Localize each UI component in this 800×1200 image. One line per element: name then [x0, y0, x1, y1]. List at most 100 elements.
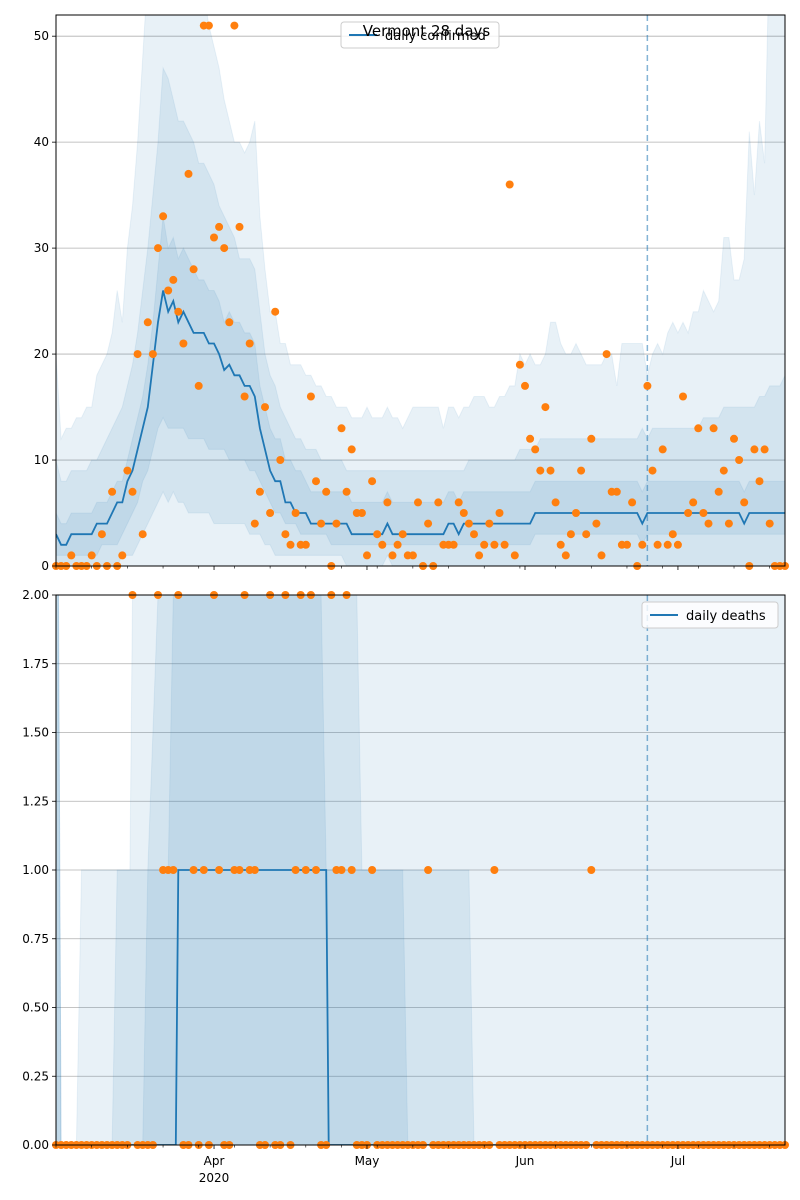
observed-point	[566, 530, 575, 539]
observed-point	[679, 392, 687, 401]
observed-point	[653, 540, 662, 549]
y-tick-label: 20	[34, 347, 49, 361]
observed-point	[398, 530, 407, 539]
observed-point	[699, 509, 708, 517]
observed-point	[714, 487, 723, 496]
observed-point	[164, 286, 173, 295]
y-tick-label: 0.25	[22, 1069, 49, 1083]
observed-point	[250, 519, 259, 528]
observed-point	[215, 866, 224, 874]
observed-point	[490, 540, 499, 549]
observed-point	[551, 498, 560, 507]
observed-point	[363, 551, 371, 560]
y-tick-label: 1.75	[22, 657, 49, 671]
observed-point	[628, 498, 637, 507]
observed-point	[694, 424, 703, 433]
observed-point	[189, 866, 198, 874]
observed-point	[541, 403, 550, 412]
observed-point	[475, 551, 484, 560]
observed-point	[169, 275, 178, 284]
observed-point	[138, 530, 147, 539]
deaths-panel: 0.00 0.25 0.50 0.75 1.00 1.25 1.50 1.75 2.00 Apr 2…	[22, 588, 789, 1185]
observed-point	[510, 551, 519, 560]
observed-point	[261, 403, 269, 412]
y-tick-label: 0.50	[22, 1001, 49, 1015]
observed-point	[291, 866, 300, 874]
observed-point	[128, 487, 137, 496]
observed-point	[495, 509, 504, 517]
observed-point	[286, 540, 295, 549]
observed-point	[215, 222, 224, 231]
observed-point	[638, 540, 647, 549]
observed-point	[199, 866, 208, 874]
band-outer	[56, 15, 785, 566]
observed-point	[500, 540, 509, 549]
observed-point	[480, 540, 489, 549]
observed-point	[133, 350, 142, 359]
observed-point	[424, 519, 433, 528]
observed-point	[521, 381, 529, 390]
band-inner	[56, 595, 785, 1145]
observed-point	[184, 169, 193, 178]
observed-point	[347, 445, 356, 454]
observed-point	[592, 519, 601, 528]
observed-point	[220, 244, 229, 253]
observed-point	[740, 498, 749, 507]
observed-point	[760, 445, 769, 454]
observed-point	[322, 487, 331, 496]
observed-point	[194, 381, 203, 390]
observed-point	[189, 265, 198, 274]
observed-point	[118, 551, 127, 560]
observed-point	[383, 498, 392, 507]
x-tick-year-label: 2020	[199, 1171, 230, 1185]
observed-point	[312, 866, 320, 874]
observed-point	[556, 540, 565, 549]
observed-point	[561, 551, 570, 560]
observed-point	[368, 477, 377, 486]
observed-point	[454, 498, 463, 507]
observed-point	[347, 866, 356, 874]
observed-point	[245, 339, 254, 348]
band-middle	[56, 595, 785, 1145]
observed-point	[587, 434, 596, 443]
observed-point	[464, 519, 473, 528]
y-tick-label: 40	[34, 135, 49, 149]
legend-label: daily deaths	[686, 609, 766, 624]
plot-area	[56, 15, 785, 566]
observed-point	[281, 530, 290, 539]
observed-point	[485, 519, 494, 528]
observed-point	[546, 466, 555, 475]
observed-point	[230, 21, 239, 30]
series-line	[56, 290, 785, 546]
observed-point	[332, 519, 341, 528]
x-tick-label: Apr	[204, 1154, 225, 1168]
observed-point	[704, 519, 713, 528]
observed-point	[337, 424, 346, 433]
observed-point	[730, 434, 738, 443]
observed-point	[174, 307, 183, 316]
observed-point	[587, 866, 596, 874]
axes-frame	[55, 14, 786, 567]
chart-title: Vermont 28 days	[363, 22, 491, 40]
observed-point	[515, 360, 524, 369]
observed-point	[408, 551, 417, 560]
y-tick-label: 10	[34, 453, 49, 467]
y-tick-label: 1.50	[22, 726, 49, 740]
legend-label: daily confirmed	[385, 29, 486, 44]
observed-point	[240, 392, 249, 401]
x-tick-label: Jun	[515, 1154, 535, 1168]
legend-box	[641, 601, 779, 629]
observed-point	[755, 477, 764, 486]
observed-point	[225, 318, 234, 327]
observed-point	[719, 466, 728, 475]
observed-point	[235, 866, 244, 874]
y-tick-label: 0.00	[22, 1138, 49, 1152]
observed-point	[424, 866, 433, 874]
observed-point	[378, 540, 387, 549]
observed-point	[255, 487, 264, 496]
observed-point	[765, 519, 774, 528]
observed-point	[210, 233, 218, 242]
observed-point	[87, 551, 96, 560]
